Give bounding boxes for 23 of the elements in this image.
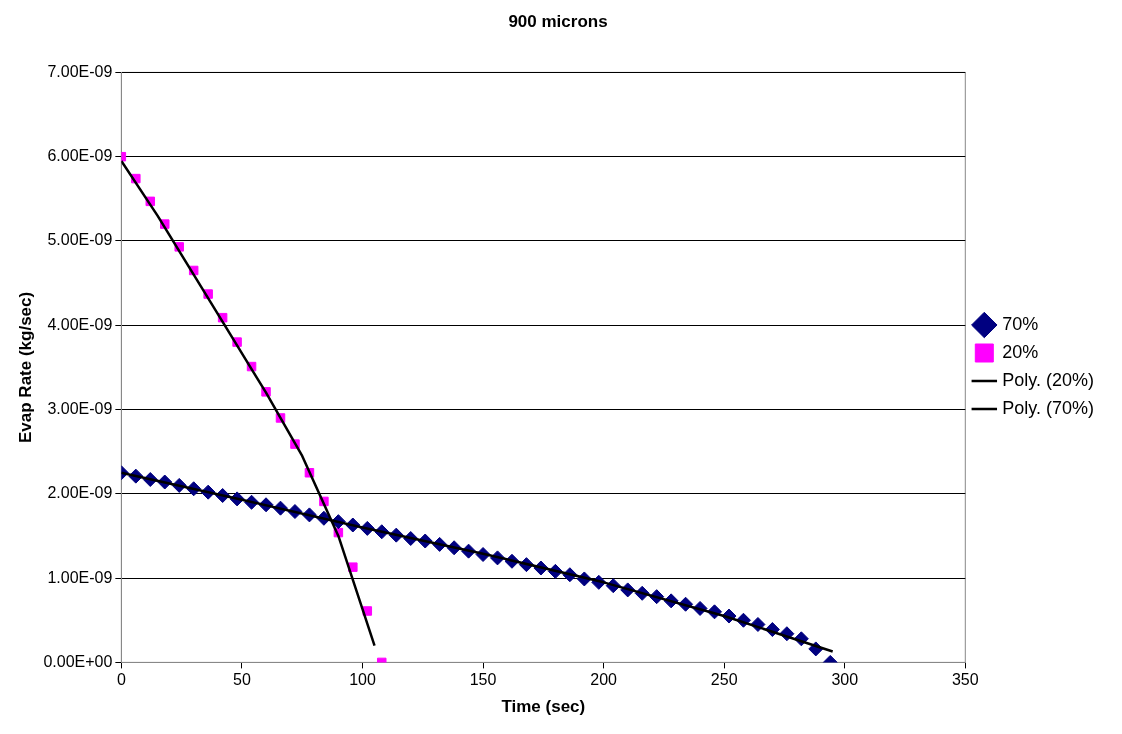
y-tick-label: 4.00E-09 — [47, 315, 113, 333]
legend-label: Poly. (70%) — [1002, 397, 1095, 418]
y-tick-label: 2.00E-09 — [47, 484, 113, 502]
x-tick-label: 100 — [349, 671, 376, 689]
y-tick-label: 3.00E-09 — [47, 399, 113, 417]
y-tick-label: 1.00E-09 — [47, 568, 113, 586]
legend-label: 70% — [1002, 313, 1039, 334]
y-tick-label: 7.00E-09 — [47, 62, 113, 80]
x-tick-label: 0 — [116, 671, 126, 689]
chart-title: 900 microns — [508, 11, 608, 31]
y-axis-title: Evap Rate (kg/sec) — [15, 291, 35, 443]
x-tick-label: 250 — [710, 671, 738, 689]
x-tick-label: 200 — [590, 671, 618, 689]
x-axis-title: Time (sec) — [501, 697, 586, 717]
y-tick-label: 6.00E-09 — [47, 147, 113, 165]
x-tick-label: 300 — [831, 671, 859, 689]
y-tick-label: 5.00E-09 — [47, 231, 113, 249]
x-tick-label: 350 — [951, 671, 979, 689]
x-tick-label: 150 — [469, 671, 497, 689]
legend-label: Poly. (20%) — [1002, 369, 1095, 390]
legend-label: 20% — [1002, 341, 1039, 362]
x-tick-label: 50 — [233, 671, 251, 689]
y-tick-label: 0.00E+00 — [43, 652, 113, 670]
